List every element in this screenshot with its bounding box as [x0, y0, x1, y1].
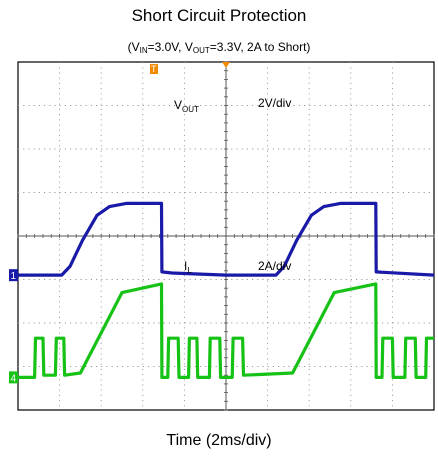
- channel-markers: 1 4 T: [9, 62, 230, 384]
- subtitle-vout-sub: OUT: [192, 46, 210, 55]
- trigger-marker: [150, 64, 158, 74]
- chart-title: Short Circuit Protection: [131, 6, 307, 25]
- trigger-label: T: [151, 64, 157, 74]
- chart-subtitle: (VIN=3.0V, VOUT=3.3V, 2A to Short): [0, 40, 438, 55]
- traces: [18, 201, 435, 379]
- subtitle-vout-value: =3.3V, 2A to Short): [209, 40, 311, 54]
- il-annotation: IL: [184, 259, 192, 275]
- il-ref-marker: [9, 371, 18, 384]
- subtitle-prefix: (: [127, 40, 132, 54]
- vout-ref-marker: [9, 269, 18, 282]
- trigger-position-marker: [222, 62, 230, 68]
- subtitle-vout-label: V: [184, 40, 193, 54]
- grid-lines: [17, 61, 435, 411]
- series-vout-trace: [18, 201, 435, 277]
- il-scale-annotation: 2A/div: [258, 259, 291, 273]
- subtitle-vin-value: =3.0V,: [147, 40, 185, 54]
- vout-ref-label: 1: [11, 271, 17, 282]
- il-ref-label: 4: [11, 373, 17, 384]
- vout-scale-annotation: 2V/div: [258, 96, 291, 110]
- series-il-trace: [18, 282, 434, 379]
- x-axis-label: Time (2ms/div): [166, 432, 272, 449]
- vout-annotation: VOUT: [174, 98, 199, 114]
- subtitle-vin-sub: IN: [139, 46, 148, 55]
- subtitle-vin-label: V: [131, 40, 140, 54]
